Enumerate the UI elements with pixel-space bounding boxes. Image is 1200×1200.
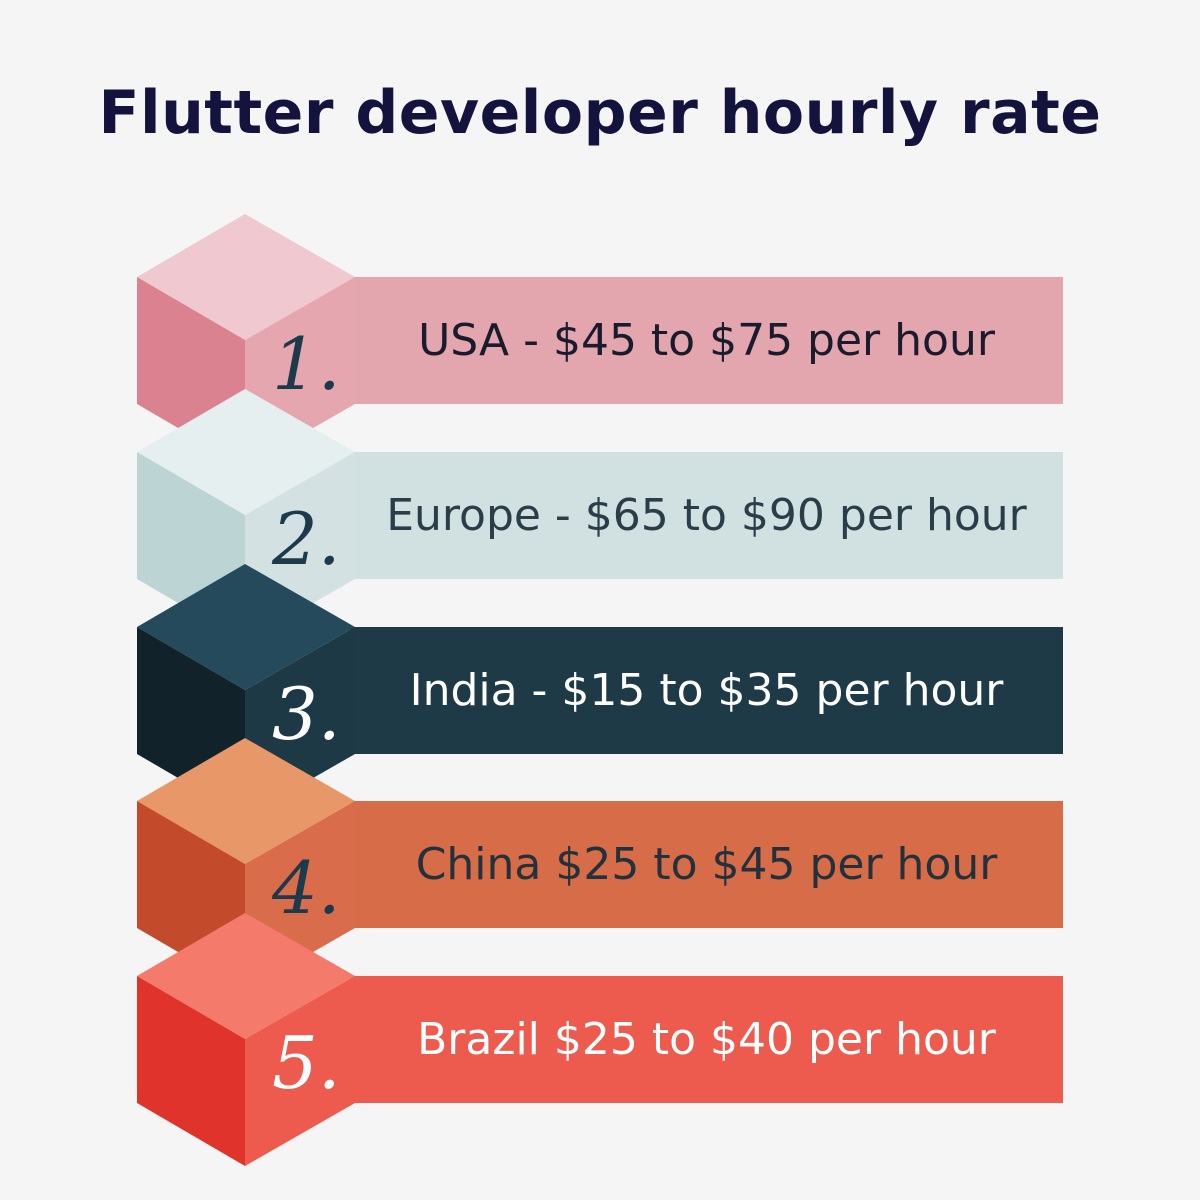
step-number: 1.: [272, 322, 341, 406]
step-band: China $25 to $45 per hour: [350, 801, 1063, 928]
step-number: 4.: [272, 846, 341, 930]
step-label: Brazil $25 to $40 per hour: [417, 1014, 996, 1065]
step-number: 2.: [272, 497, 341, 581]
step-band: Brazil $25 to $40 per hour: [350, 976, 1063, 1103]
step-band: India - $15 to $35 per hour: [350, 627, 1063, 754]
step-label: China $25 to $45 per hour: [415, 839, 998, 890]
step-5: Brazil $25 to $40 per hour 5.: [0, 913, 1200, 1173]
step-label: USA - $45 to $75 per hour: [418, 315, 995, 366]
step-label: Europe - $65 to $90 per hour: [386, 490, 1027, 541]
cube-top-face: [137, 913, 355, 1039]
page-title: Flutter developer hourly rate: [98, 78, 1102, 148]
step-number: 3.: [272, 672, 341, 756]
cube-top-face: [137, 389, 355, 515]
step-label: India - $15 to $35 per hour: [409, 665, 1004, 716]
cube-top-face: [137, 738, 355, 864]
step-number: 5.: [272, 1021, 341, 1105]
step-3: India - $15 to $35 per hour 3.: [0, 564, 1200, 824]
cube-left-face: [137, 976, 245, 1166]
step-4: China $25 to $45 per hour 4.: [0, 738, 1200, 998]
cube-top-face: [137, 564, 355, 690]
step-band: Europe - $65 to $90 per hour: [350, 452, 1063, 579]
cube-top-face: [137, 214, 355, 340]
cube-icon: [137, 913, 355, 1166]
cube-right-face: [245, 976, 355, 1166]
step-band: USA - $45 to $75 per hour: [350, 277, 1063, 404]
